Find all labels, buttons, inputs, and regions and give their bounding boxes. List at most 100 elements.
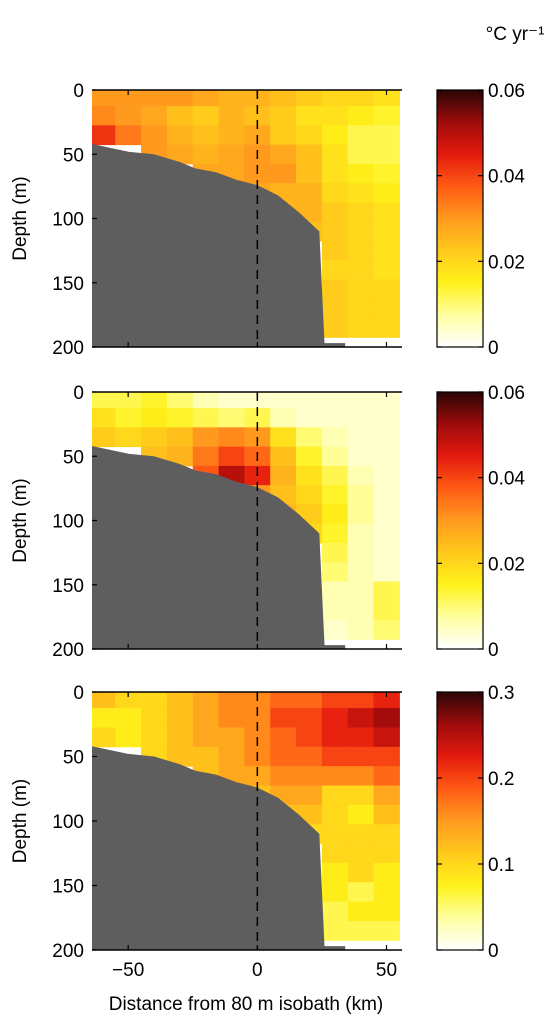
y-axis-label: Depth (m): [10, 478, 31, 562]
heatmap-cell: [218, 106, 245, 126]
heatmap-cell: [270, 708, 297, 728]
heatmap-cell: [373, 125, 400, 146]
heatmap-cell: [192, 708, 220, 728]
heatmap-cell: [218, 125, 245, 146]
colorbar-tick-label: 0: [488, 941, 499, 962]
heatmap-cell: [321, 746, 349, 767]
y-tick-label: 200: [52, 941, 84, 962]
heatmap-cell: [347, 408, 375, 428]
heatmap-cell: [321, 523, 349, 544]
heatmap-cell: [321, 279, 349, 300]
colorbar-units-label: °C yr⁻¹: [486, 24, 545, 45]
heatmap-cell: [373, 804, 400, 825]
heatmap-cell: [321, 163, 349, 184]
heatmap-cell: [321, 901, 349, 922]
heatmap-cell: [373, 485, 400, 505]
heatmap-cell: [321, 202, 349, 223]
y-tick-label: 150: [52, 274, 84, 295]
heatmap-cell: [115, 392, 142, 409]
heatmap-cell: [192, 427, 220, 448]
x-tick-label: −50: [112, 960, 144, 981]
heatmap-cell: [347, 862, 375, 883]
heatmap-cell: [347, 183, 375, 203]
heatmap-cell: [192, 144, 220, 165]
panel-middle: 0 50 100 150 200 Depth (m) 0 0.02 0.04 0.06: [10, 383, 525, 661]
heatmap-cell: [270, 106, 297, 126]
heatmap-cell: [347, 882, 375, 903]
heatmap-cell: [373, 843, 400, 864]
heatmap-cell: [321, 125, 349, 146]
heatmap-cell: [218, 746, 245, 767]
colorbar-tick-label: 0.04: [488, 469, 525, 490]
heatmap-cell: [373, 221, 400, 242]
heatmap-cell: [92, 125, 116, 146]
heatmap-cell: [321, 804, 349, 825]
heatmap-cell: [321, 542, 349, 563]
heatmap-cell: [115, 427, 142, 448]
heatmap-cell: [347, 562, 375, 583]
heatmap-cell: [244, 408, 271, 428]
heatmap-cell: [270, 692, 297, 709]
heatmap-cell: [321, 144, 349, 165]
heatmap-cell: [373, 824, 400, 845]
heatmap-cell: [347, 260, 375, 281]
heatmap-cell: [115, 408, 142, 428]
heatmap-cell: [92, 427, 116, 448]
heatmap-cell: [270, 766, 297, 787]
heatmap-cell: [92, 692, 116, 709]
x-tick-label: 0: [252, 960, 263, 981]
heatmap-cell: [321, 298, 349, 319]
heatmap-cell: [141, 408, 168, 428]
heatmap-cell: [192, 727, 220, 748]
heatmap-cell: [296, 125, 323, 146]
heatmap-cell: [347, 427, 375, 448]
heatmap-cell: [166, 408, 194, 428]
heatmap-cell: [321, 843, 349, 864]
bathymetry-mask: [92, 144, 346, 347]
heatmap-cell: [92, 106, 116, 126]
heatmap-cell: [321, 824, 349, 845]
heatmap-cell: [321, 692, 349, 709]
panel-bottom: 0 50 100 150 200 −50 0 50 Depth (m) 0 0.1 0.2 0.3: [10, 683, 514, 981]
heatmap-cell: [347, 620, 375, 640]
heatmap-cell: [296, 90, 323, 107]
heatmap-cell: [347, 446, 375, 467]
heatmap-cell: [218, 90, 245, 107]
heatmap-cell: [270, 144, 297, 165]
heatmap-cell: [296, 408, 323, 428]
heatmap-cell: [192, 692, 220, 709]
heatmap-cell: [270, 408, 297, 428]
heatmap-cell: [321, 600, 349, 621]
heatmap-cell: [218, 446, 245, 467]
heatmap-cell: [347, 727, 375, 748]
colorbar-tick-label: 0.02: [488, 252, 525, 273]
heatmap-cell: [92, 408, 116, 428]
heatmap-cell: [218, 427, 245, 448]
heatmap-cell: [321, 318, 349, 338]
heatmap-cell: [373, 692, 400, 709]
heatmap-cell: [218, 708, 245, 728]
heatmap-cell: [373, 465, 400, 486]
heatmap-cell: [373, 427, 400, 448]
heatmap-cell: [92, 727, 116, 748]
heatmap-cell: [141, 106, 168, 126]
colorbar-gradient: [436, 691, 484, 951]
colorbar-tick-label: 0.04: [488, 167, 525, 188]
heatmap-cell: [373, 882, 400, 903]
heatmap-cell: [192, 746, 220, 767]
heatmap-cell: [373, 746, 400, 767]
heatmap-cell: [347, 163, 375, 184]
heatmap-cell: [347, 920, 375, 941]
bathymetry-mask: [92, 746, 346, 950]
heatmap-cell: [373, 766, 400, 787]
heatmap-cell: [166, 708, 194, 728]
heatmap-cell: [373, 920, 400, 941]
heatmap-cell: [321, 106, 349, 126]
heatmap-cell: [321, 485, 349, 505]
heatmap-cell: [373, 408, 400, 428]
heatmap-cell: [373, 392, 400, 409]
y-tick-label: 100: [52, 210, 84, 231]
y-tick-label: 200: [52, 640, 84, 661]
colorbar-tick-label: 0.1: [488, 855, 514, 876]
colorbar: 0 0.1 0.2 0.3: [436, 683, 514, 962]
